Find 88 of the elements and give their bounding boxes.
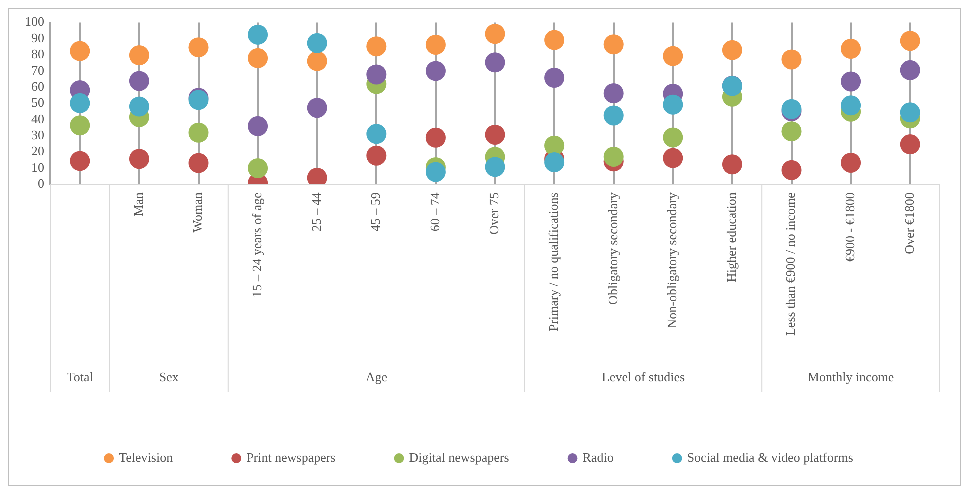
point xyxy=(248,116,268,136)
point xyxy=(841,39,862,60)
x-tick-label: 15 – 24 years of age xyxy=(249,192,264,298)
point xyxy=(663,94,684,115)
point xyxy=(188,153,209,174)
text: Monthly income xyxy=(808,369,894,384)
x-tick-label: Higher education xyxy=(724,192,739,283)
point xyxy=(129,71,150,92)
point xyxy=(782,122,802,142)
y-tick-label: 60 xyxy=(32,78,44,94)
y-tick-label: 40 xyxy=(32,111,44,126)
point xyxy=(307,33,328,54)
point xyxy=(485,24,506,44)
legend-label: Radio xyxy=(582,450,614,465)
point xyxy=(604,34,624,55)
point xyxy=(426,128,446,148)
point xyxy=(485,157,506,178)
y-tick-label: 90 xyxy=(32,30,44,46)
x-tick-label: Less than €900 / no income xyxy=(783,192,798,336)
point xyxy=(663,128,684,148)
point xyxy=(70,116,90,136)
point xyxy=(604,106,624,126)
point xyxy=(900,60,920,80)
point xyxy=(544,68,565,88)
y-tick-label: 70 xyxy=(32,62,44,78)
point xyxy=(485,124,506,145)
point xyxy=(782,160,802,180)
point xyxy=(485,52,506,73)
text: Age xyxy=(366,369,388,384)
point xyxy=(900,31,920,52)
x-tick-label: Non-obligatory secondary xyxy=(664,192,680,329)
y-tick-label: 20 xyxy=(32,144,44,159)
y-tick-label: 10 xyxy=(32,160,44,175)
point xyxy=(129,96,150,117)
x-tick-label: Primary / no qualifications xyxy=(546,192,561,332)
x-tick-label: Obligatory secondary xyxy=(605,192,620,305)
point xyxy=(307,98,328,118)
point xyxy=(70,41,90,62)
x-tick-label: €900 - €1800 xyxy=(842,192,858,262)
point xyxy=(782,50,802,70)
x-tick-label: Over 75 xyxy=(486,192,502,235)
point xyxy=(188,38,209,58)
point xyxy=(366,146,387,166)
point xyxy=(841,152,862,173)
y-tick-label: 80 xyxy=(32,46,44,62)
text: Level of studies xyxy=(602,369,686,384)
point xyxy=(604,84,624,104)
x-tick-label: 25 – 44 xyxy=(308,192,324,232)
legend-label: Digital newspapers xyxy=(409,450,510,465)
legend-label: Social media & video platforms xyxy=(687,450,854,465)
point xyxy=(604,146,624,167)
point xyxy=(129,149,150,170)
point xyxy=(248,24,268,45)
x-tick-label: 60 – 74 xyxy=(427,192,442,232)
point xyxy=(900,134,920,155)
point xyxy=(663,148,684,168)
point xyxy=(248,158,268,178)
legend-label: Television xyxy=(119,450,174,465)
point xyxy=(722,40,742,60)
text: Sex xyxy=(159,369,180,384)
point xyxy=(366,36,387,57)
point xyxy=(366,64,387,85)
point xyxy=(248,48,268,68)
point xyxy=(841,72,862,92)
x-tick-label: Man xyxy=(130,192,146,217)
y-tick-label: 30 xyxy=(32,128,44,143)
point xyxy=(307,51,328,72)
point xyxy=(841,96,862,116)
point xyxy=(426,61,446,82)
point xyxy=(900,102,920,123)
point xyxy=(188,122,209,143)
x-tick-label: 45 – 59 xyxy=(368,192,384,232)
point xyxy=(544,30,565,50)
x-tick-label: Woman xyxy=(190,192,206,233)
y-tick-label: 0 xyxy=(38,176,44,192)
x-tick-label: Over €1800 xyxy=(902,192,917,254)
point xyxy=(70,151,90,172)
point xyxy=(663,46,684,66)
text: Total xyxy=(66,369,94,384)
point xyxy=(426,162,446,182)
point xyxy=(426,34,446,55)
y-tick-label: 100 xyxy=(25,14,44,30)
point xyxy=(366,124,387,144)
point xyxy=(70,93,90,114)
y-tick-label: 50 xyxy=(32,95,44,110)
point xyxy=(722,154,742,175)
point xyxy=(129,45,150,66)
legend-label: Print newspapers xyxy=(246,450,336,465)
